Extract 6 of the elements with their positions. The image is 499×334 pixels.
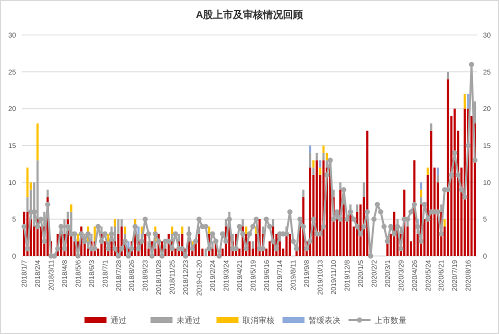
chart-title: A股上市及审核情况回顾: [196, 9, 304, 21]
legend-label: 取消审核: [242, 316, 274, 325]
legend-label: 通过: [110, 316, 126, 325]
legend-label: 未通过: [176, 316, 200, 325]
legend-label: 暂缓表决: [308, 316, 340, 325]
legend-label: 上市数量: [374, 316, 406, 325]
